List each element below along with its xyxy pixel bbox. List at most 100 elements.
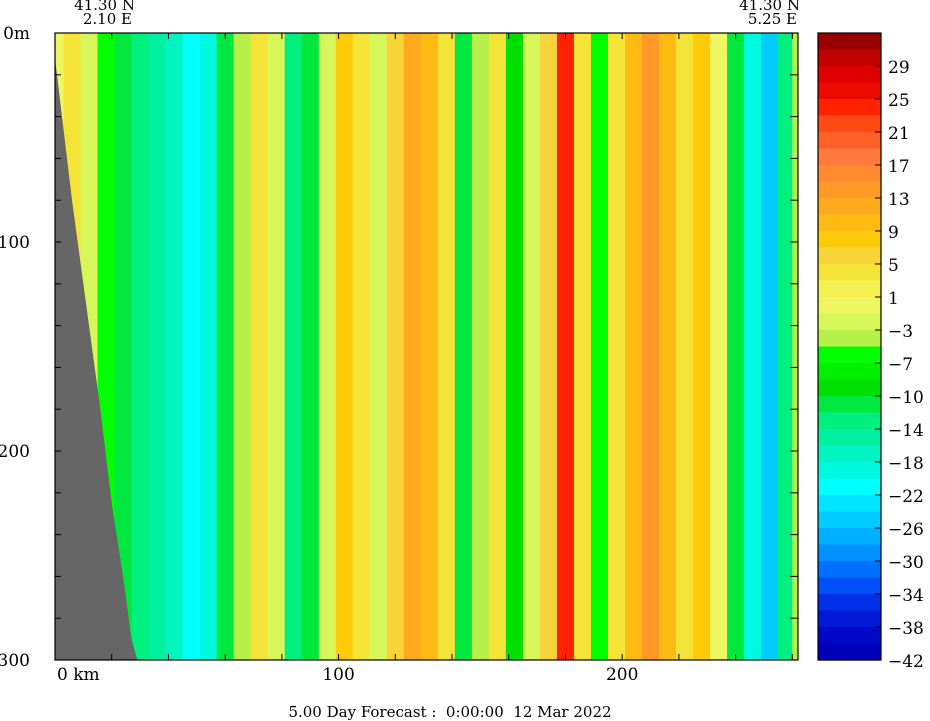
colorbar-band: [818, 495, 881, 513]
colorbar-band: [818, 379, 881, 397]
colorbar: [818, 33, 881, 661]
land-mask: [55, 58, 138, 660]
colorbar-band: [818, 610, 881, 628]
field-column: [131, 33, 150, 660]
field-column: [744, 33, 762, 660]
field-column: [693, 33, 711, 660]
field-column: [488, 33, 507, 660]
colorbar-label: −42: [888, 652, 924, 672]
field-column: [318, 33, 337, 660]
field-column: [403, 33, 422, 660]
field-column: [301, 33, 320, 660]
colorbar-label: 5: [888, 256, 899, 276]
colorbar-label: −7: [888, 355, 913, 375]
right-lon-label: 5.25 E: [748, 10, 797, 28]
colorbar-band: [818, 363, 881, 381]
left-lat-label: 41.30 N: [74, 0, 135, 14]
field-column: [659, 33, 677, 660]
y-tick-label: 0m: [3, 24, 30, 44]
colorbar-label: −10: [888, 388, 924, 408]
field-column: [148, 33, 167, 660]
colorbar-label: −26: [888, 520, 924, 540]
colorbar-band: [818, 445, 881, 463]
colorbar-band: [818, 132, 881, 150]
colorbar-band: [818, 511, 881, 529]
field-column: [625, 33, 643, 660]
field-column: [216, 33, 235, 660]
field-column: [437, 33, 456, 660]
colorbar-band: [818, 181, 881, 199]
field-column: [727, 33, 745, 660]
field-column: [386, 33, 405, 660]
colorbar-band: [818, 264, 881, 282]
colorbar-band: [818, 462, 881, 480]
field-column: [710, 33, 728, 660]
colorbar-band: [818, 594, 881, 612]
colorbar-band: [818, 297, 881, 315]
colorbar-band: [818, 412, 881, 430]
colorbar-band: [818, 313, 881, 331]
colorbar-band: [818, 643, 881, 661]
field-column: [761, 33, 779, 660]
x-tick-label: 100: [322, 665, 354, 685]
y-axis-labels: 0m 100 200 300: [0, 24, 30, 671]
colorbar-band: [818, 66, 881, 84]
y-tick-label: 100: [0, 233, 30, 253]
field-column: [778, 33, 793, 660]
colorbar-label: −22: [888, 487, 924, 507]
field-column: [573, 33, 592, 660]
colorbar-band: [818, 82, 881, 100]
right-lat-label: 41.30 N: [739, 0, 800, 14]
colorbar-band: [818, 561, 881, 579]
colorbar-label: −34: [888, 586, 924, 606]
colorbar-band: [818, 396, 881, 414]
colorbar-frame: [817, 32, 882, 661]
colorbar-band: [818, 478, 881, 496]
y-tick-label: 200: [0, 442, 30, 462]
field-column: [267, 33, 286, 660]
field-column: [335, 33, 354, 660]
field-column: [642, 33, 660, 660]
field-column: [250, 33, 269, 660]
colorbar-band: [818, 429, 881, 447]
y-tick-label: 300: [0, 651, 30, 671]
colorbar-band: [818, 148, 881, 166]
field-column: [165, 33, 184, 660]
colorbar-band: [818, 280, 881, 298]
field-column: [233, 33, 252, 660]
field-column: [556, 33, 575, 660]
x-tick-label: 0 km: [57, 665, 100, 685]
colorbar-band: [818, 330, 881, 348]
field-column: [505, 33, 524, 660]
colorbar-label: 25: [888, 91, 910, 111]
field-column: [590, 33, 609, 660]
field-column: [471, 33, 490, 660]
section-field: [55, 33, 798, 660]
field-column: [369, 33, 388, 660]
colorbar-band: [818, 165, 881, 183]
plot-frame: [54, 32, 799, 661]
colorbar-band: [818, 544, 881, 562]
colorbar-label: 1: [888, 289, 899, 309]
colorbar-label: 13: [888, 190, 910, 210]
colorbar-band: [818, 115, 881, 133]
colorbar-label: 9: [888, 223, 899, 243]
field-column: [607, 33, 626, 660]
x-tick-label: 200: [606, 665, 638, 685]
colorbar-label: −18: [888, 454, 924, 474]
colorbar-band: [818, 198, 881, 216]
colorbar-band: [818, 528, 881, 546]
colorbar-band: [818, 33, 881, 51]
field-column: [182, 33, 201, 660]
field-column: [792, 33, 798, 660]
colorbar-band: [818, 214, 881, 232]
colorbar-label: 29: [888, 58, 910, 78]
x-axis-labels: 0 km 100 200: [57, 665, 638, 685]
colorbar-labels: 29 25 21 17 13 9 5 1 −3 −7 −10 −14 −18 −22 −26 −30 −34 −3…: [875, 58, 924, 672]
field-column: [454, 33, 473, 660]
field-column: [676, 33, 694, 660]
colorbar-label: 17: [888, 157, 910, 177]
colorbar-label: −38: [888, 619, 924, 639]
colorbar-band: [818, 49, 881, 67]
